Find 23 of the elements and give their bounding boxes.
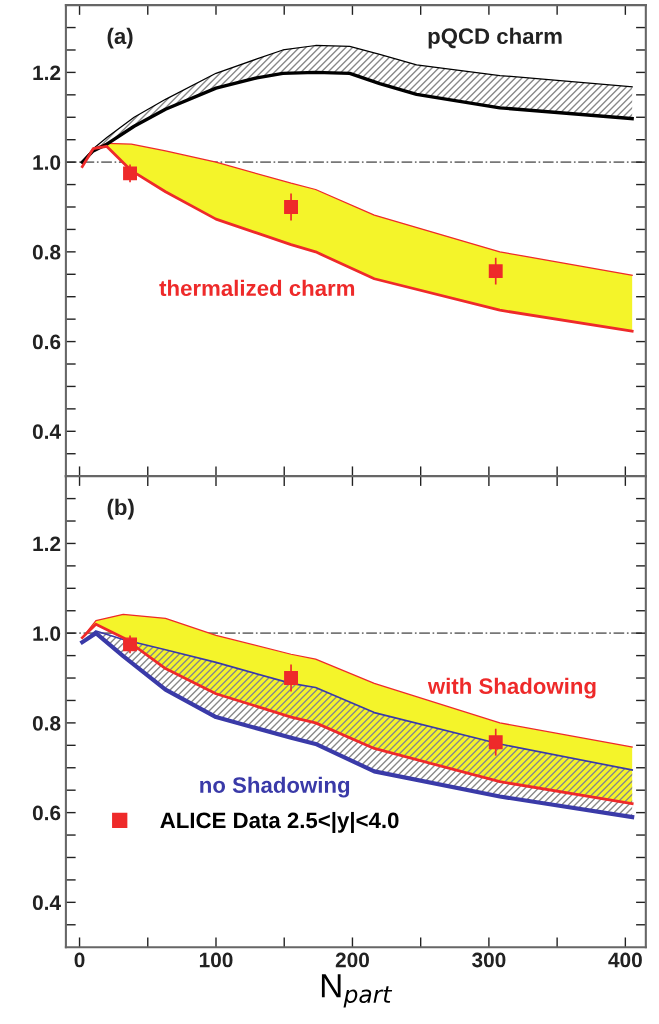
annotation: no Shadowing (200, 776, 350, 798)
annotation: pQCD charm (428, 27, 562, 49)
x-tick-label: 0 (74, 952, 85, 968)
y-tick-label: 0.4 (32, 424, 61, 440)
x-tick-label: 200 (335, 952, 369, 968)
y-tick-label: 0.8 (32, 715, 61, 731)
annotation: with Shadowing (427, 677, 596, 699)
y-tick-label: 0.6 (32, 334, 61, 350)
x-tick-label: 400 (608, 952, 642, 968)
y-tick-label: 0.4 (32, 895, 61, 911)
y-tick-label: 0.8 (32, 244, 61, 260)
annotation: thermalized charm (159, 279, 355, 297)
y-tick-label: 0.6 (32, 805, 61, 821)
annotation: (b) (107, 498, 134, 520)
x-axis-title: N$_{part}$ (321, 974, 393, 1008)
x-tick-label: 100 (199, 952, 233, 968)
y-tick-label: 1.0 (33, 626, 61, 641)
y-tick-label: 1.2 (33, 536, 61, 551)
x-tick-label: 300 (472, 952, 506, 968)
y-tick-label: 1.0 (33, 155, 61, 170)
legend-label: ALICE Data 2.5<|y|<4.0 (160, 811, 399, 833)
y-tick-label: 1.2 (33, 65, 61, 80)
annotation: (a) (107, 27, 133, 49)
